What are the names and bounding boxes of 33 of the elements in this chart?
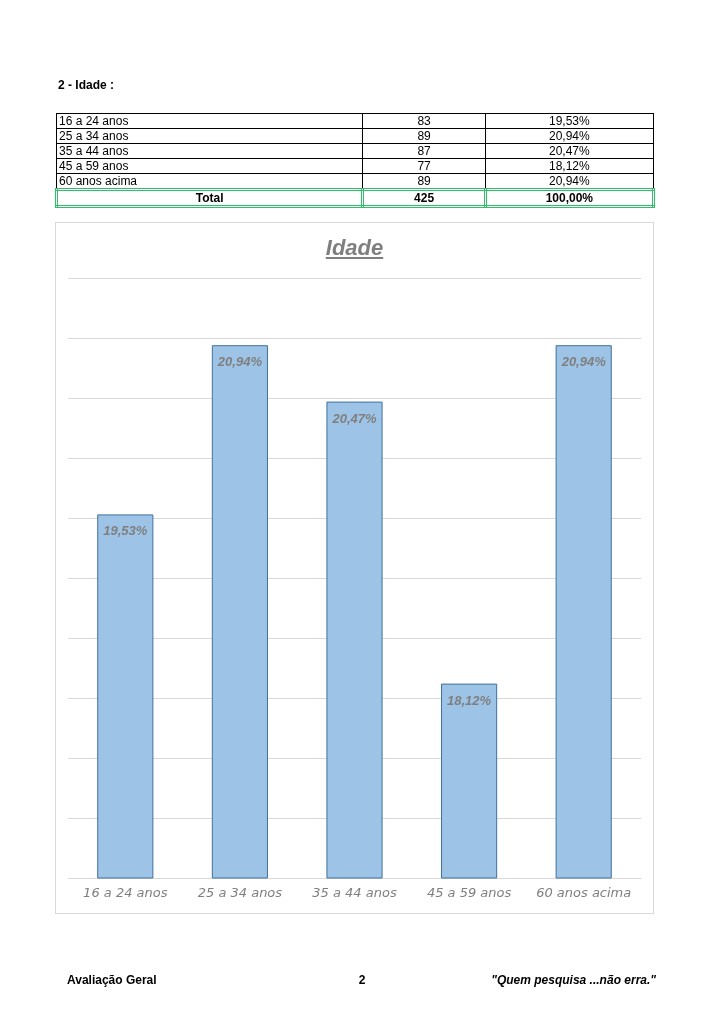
text: 425 (362, 189, 486, 207)
text: 20,94% (485, 128, 654, 144)
text: 83 (362, 113, 486, 129)
data-label: 20,94% (560, 354, 607, 370)
text: 45 a 59 anos (56, 158, 363, 174)
text: 89 (362, 128, 486, 144)
text: 89 (362, 173, 486, 190)
chart-title: Idade (324, 235, 385, 261)
text: Avaliação Geral (67, 973, 157, 987)
data-label: 20,47% (331, 410, 377, 426)
text: 25 a 34 anos (56, 128, 363, 144)
text: 2 - Idade : (58, 78, 115, 92)
text: 16 a 24 anos (56, 113, 363, 129)
text: 35 a 44 anos (56, 143, 363, 159)
text: 20,94% (485, 173, 654, 190)
text: 100,00% (485, 189, 654, 207)
text: 18,12% (485, 158, 654, 174)
data-label: 18,12% (447, 692, 492, 708)
x-tick-label: 35 a 44 anos (312, 885, 397, 900)
text: 87 (362, 143, 486, 159)
text: 19,53% (485, 113, 654, 129)
text: "Quem pesquisa ...não erra." (491, 973, 656, 987)
text: 60 anos acima (56, 173, 363, 190)
x-tick-label: 25 a 34 anos (197, 885, 283, 900)
data-label: 20,94% (216, 354, 263, 370)
text: Total (56, 189, 363, 207)
data-label: 19,53% (103, 523, 148, 539)
text: 20,47% (485, 143, 654, 159)
text: 2 (358, 973, 366, 987)
x-tick-label: 16 a 24 anos (83, 885, 168, 900)
x-tick-label: 60 anos acima (536, 885, 632, 900)
text: 77 (362, 158, 486, 174)
x-tick-label: 45 a 59 anos (426, 885, 512, 900)
